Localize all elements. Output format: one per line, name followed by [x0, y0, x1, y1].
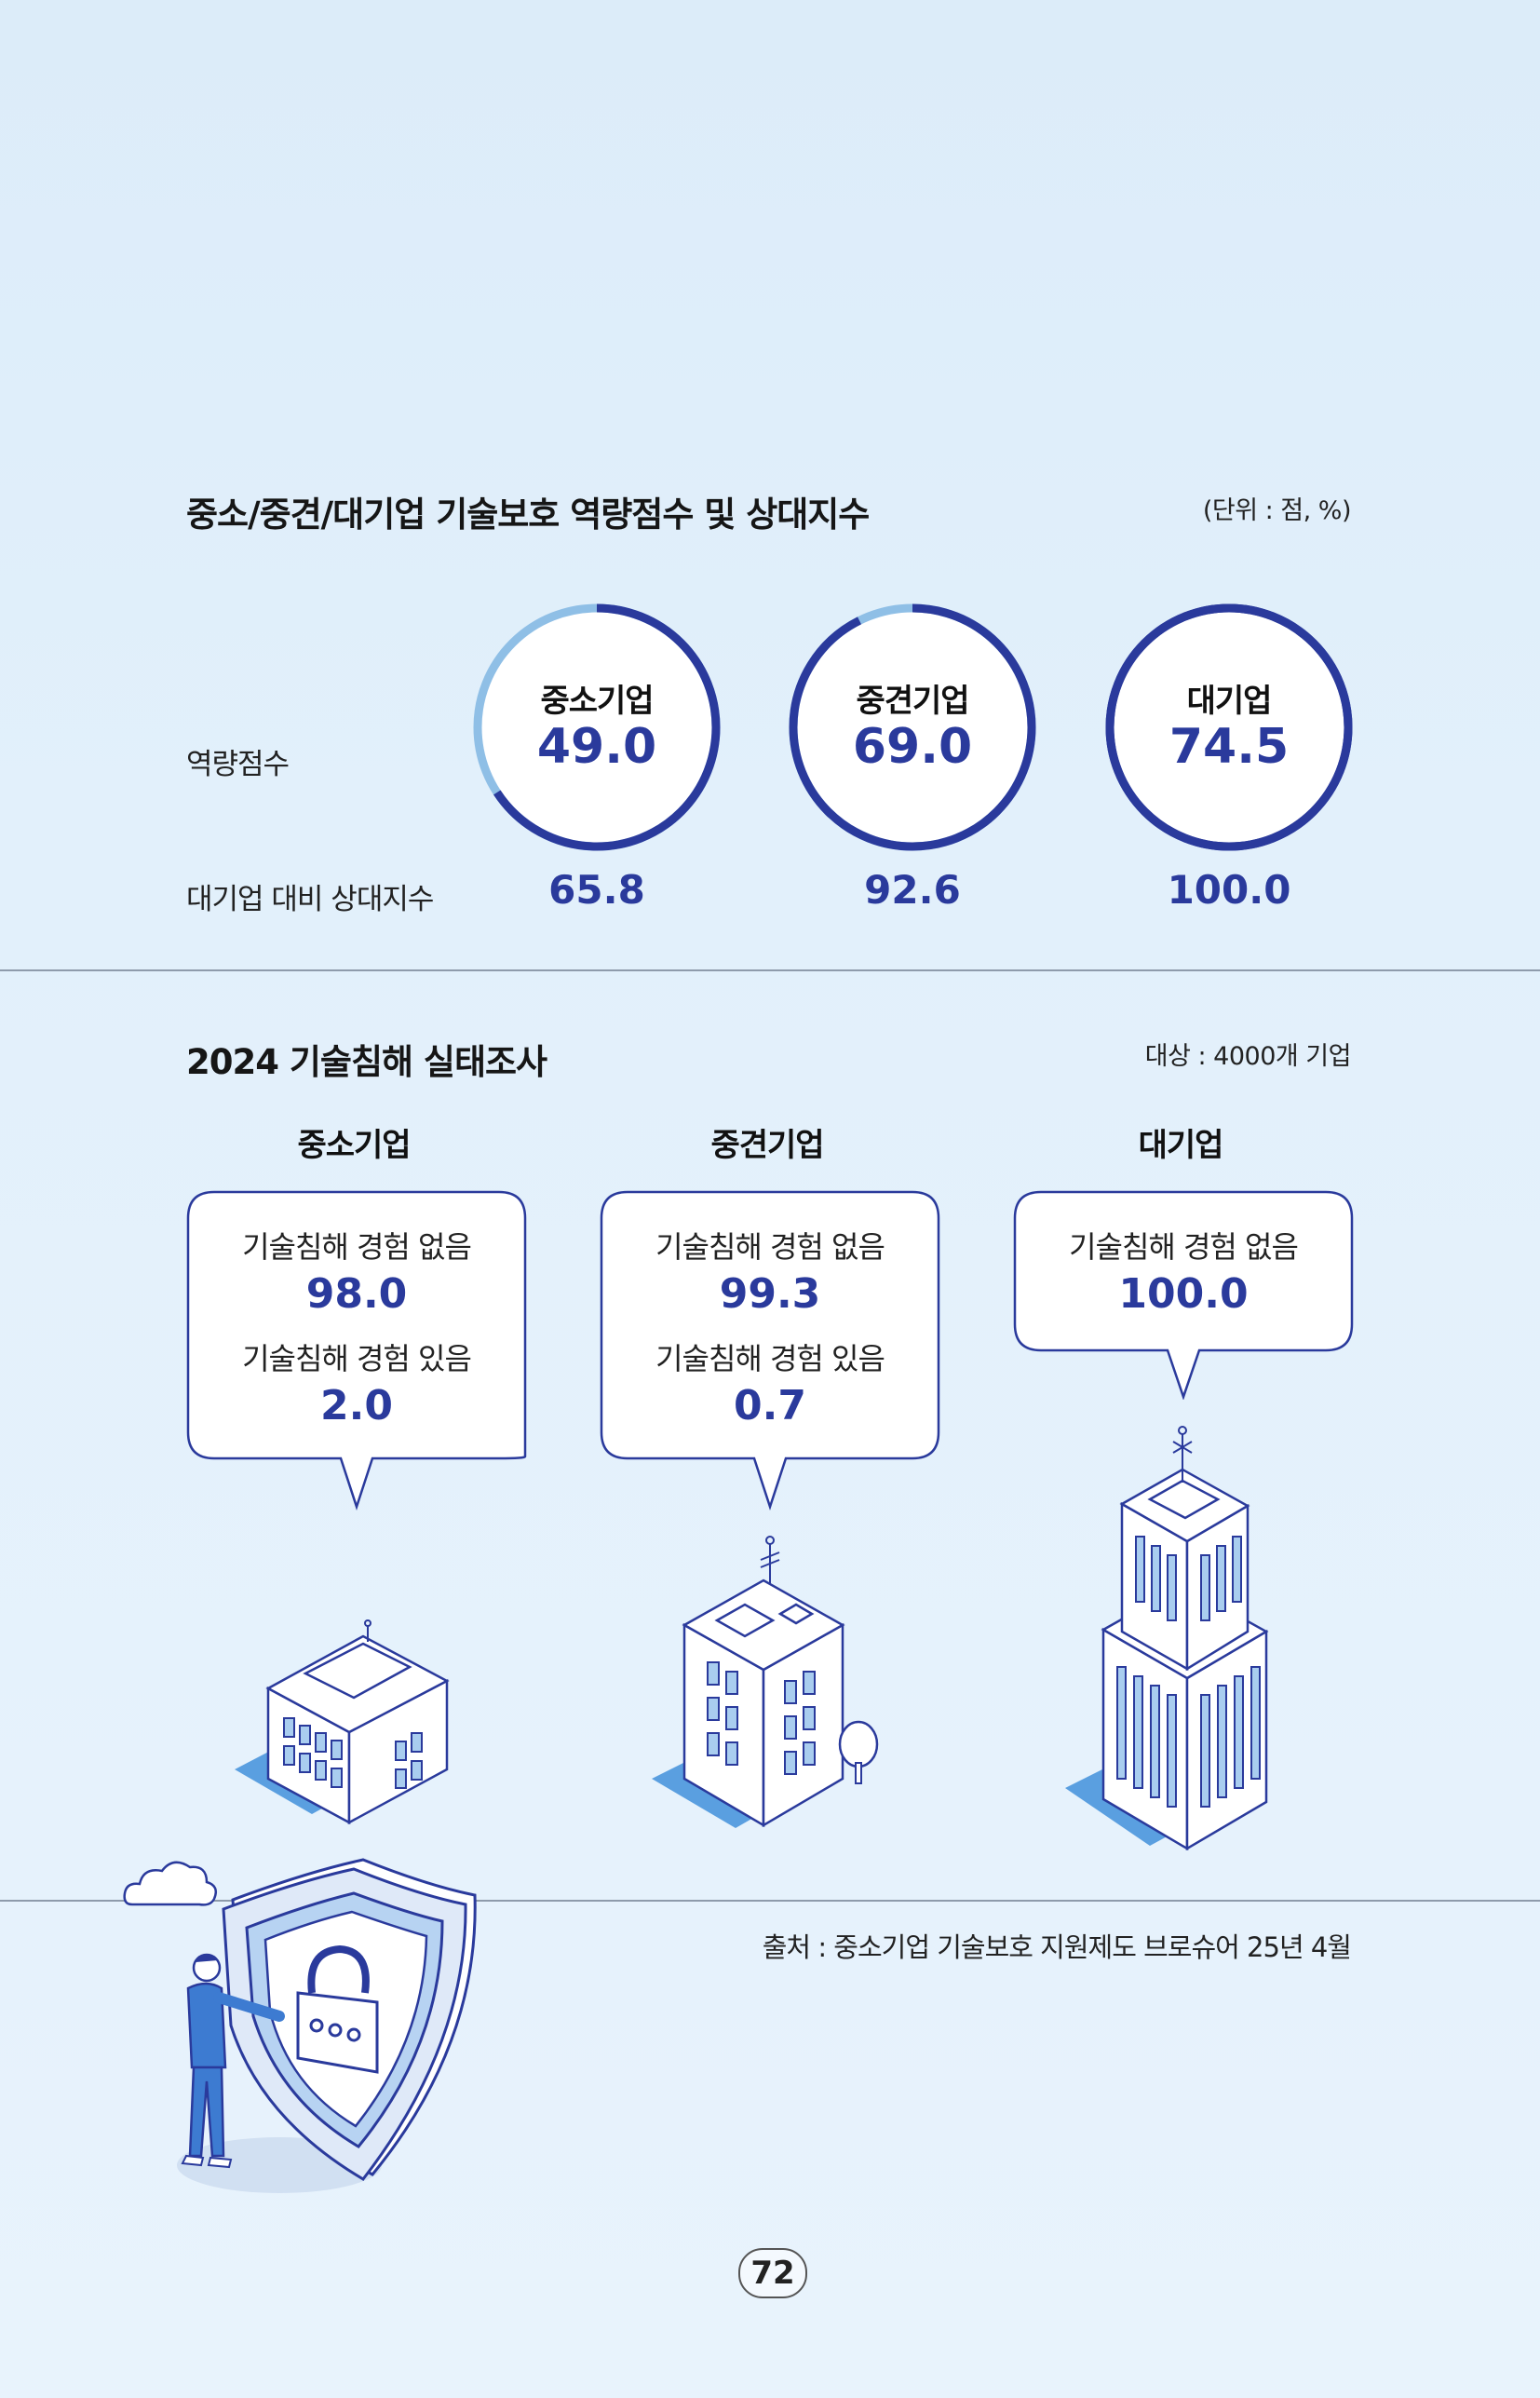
speech-bubble-shape [600, 1190, 940, 1511]
section-divider [0, 969, 1540, 971]
score-arc [789, 603, 1036, 851]
source-note: 출처 : 중소기업 기술보호 지원제도 브로슈어 25년 4월 [762, 1931, 1352, 1963]
score-ring-sme: 중소기업 49.0 [470, 601, 723, 854]
ring-score-value: 69.0 [852, 719, 973, 775]
no-infringement-label: 기술침해 경험 없음 [655, 1229, 885, 1265]
speech-bubble-shape [186, 1190, 527, 1511]
relative-index-midsize: 92.6 [864, 867, 961, 913]
relative-index-sme: 65.8 [548, 867, 645, 913]
score-ring-large: 대기업 74.5 [1102, 601, 1356, 854]
survey-subject: 대상 : 4000개 기업 [1144, 1042, 1352, 1071]
column-head-midsize: 중견기업 [710, 1127, 824, 1164]
infringement-value: 0.7 [734, 1382, 806, 1429]
speech-bubble-sme: 기술침해 경험 없음 98.0 기술침해 경험 있음 2.0 [186, 1190, 527, 1511]
ring-score-value: 74.5 [1169, 719, 1290, 775]
ring-company-name: 중견기업 [856, 683, 969, 720]
relative-index-large: 100.0 [1167, 867, 1291, 913]
speech-bubble-midsize: 기술침해 경험 없음 99.3 기술침해 경험 있음 0.7 [600, 1190, 940, 1511]
column-head-sme: 중소기업 [297, 1127, 411, 1164]
score-row-label: 역량점수 [186, 748, 290, 781]
speech-bubble-shape [1013, 1190, 1354, 1400]
footer-divider [0, 1900, 1540, 1902]
unit-note: (단위 : 점, %) [1202, 496, 1352, 525]
infringement-value: 2.0 [320, 1382, 393, 1429]
no-infringement-value: 100.0 [1118, 1270, 1249, 1318]
ring-chart [1105, 603, 1353, 851]
large-building-illustration [1065, 1426, 1269, 1851]
ring-company-name: 대기업 [1186, 683, 1273, 720]
ring-chart [789, 603, 1036, 851]
no-infringement-label: 기술침해 경험 없음 [242, 1229, 472, 1265]
infringement-label: 기술침해 경험 있음 [242, 1341, 472, 1376]
score-ring-midsize: 중견기업 69.0 [786, 601, 1039, 854]
cloud-icon [123, 1861, 217, 1906]
no-infringement-value: 99.3 [719, 1270, 821, 1318]
score-arc [1105, 603, 1353, 851]
person-icon [181, 1953, 285, 2169]
no-infringement-label: 기술침해 경험 없음 [1069, 1229, 1299, 1265]
ring-chart [473, 603, 721, 851]
security-shield-illustration [123, 1858, 477, 2193]
no-infringement-value: 98.0 [305, 1270, 408, 1318]
page-number: 72 [738, 2248, 807, 2298]
column-head-large: 대기업 [1138, 1127, 1224, 1164]
tree-icon [838, 1720, 879, 1784]
infringement-label: 기술침해 경험 있음 [655, 1341, 885, 1376]
midsize-building-illustration [652, 1536, 879, 1828]
speech-bubble-large: 기술침해 경험 없음 100.0 [1013, 1190, 1354, 1400]
section2-title: 2024 기술침해 실태조사 [186, 1042, 547, 1082]
section1-title: 중소/중견/대기업 기술보호 역량점수 및 상대지수 [186, 495, 870, 535]
small-building-illustration [235, 1619, 450, 1825]
relative-row-label: 대기업 대비 상대지수 [186, 883, 434, 916]
ring-company-name: 중소기업 [540, 683, 654, 720]
score-arc [473, 603, 721, 851]
lock-icon [296, 1944, 379, 2074]
ring-score-value: 49.0 [536, 719, 657, 775]
